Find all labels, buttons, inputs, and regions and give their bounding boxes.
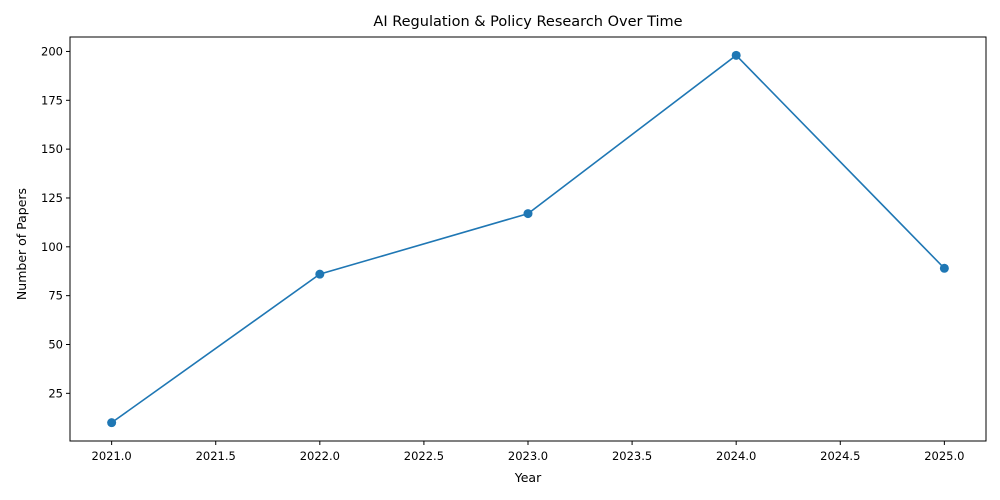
x-tick-label: 2022.0 [300,449,340,463]
x-axis-label: Year [514,470,542,485]
chart-title: AI Regulation & Policy Research Over Tim… [373,14,682,30]
y-tick-label: 25 [48,386,63,400]
plot-frame [69,36,987,442]
data-point [731,50,741,60]
series-layer [107,50,949,428]
data-point [939,263,949,273]
y-tick-label: 100 [41,240,63,254]
x-tick-label: 2021.0 [92,449,132,463]
x-tick-label: 2025.0 [924,449,964,463]
x-tick-label: 2024.5 [820,449,860,463]
x-axis: 2021.0 2021.5 2022.0 2022.5 2023.0 2023.5 2024… [92,441,964,463]
series-line [111,54,945,424]
x-tick-label: 2023.5 [612,449,652,463]
y-tick-label: 50 [48,337,63,351]
y-tick-label: 150 [41,142,63,156]
y-tick-label: 200 [41,44,63,58]
data-point [315,269,325,279]
y-tick-label: 175 [41,93,63,107]
x-tick-label: 2022.5 [404,449,444,463]
x-tick-label: 2023.0 [508,449,548,463]
x-tick-label: 2021.5 [196,449,236,463]
y-tick-label: 125 [41,191,63,205]
y-tick-label: 75 [48,289,63,303]
data-point [107,418,117,428]
data-point [523,209,533,219]
plot-area [69,36,987,442]
y-axis-label: Number of Papers [14,188,29,300]
y-axis: 25 50 75 100 125 150 175 200 [41,44,70,400]
x-tick-label: 2024.0 [716,449,756,463]
